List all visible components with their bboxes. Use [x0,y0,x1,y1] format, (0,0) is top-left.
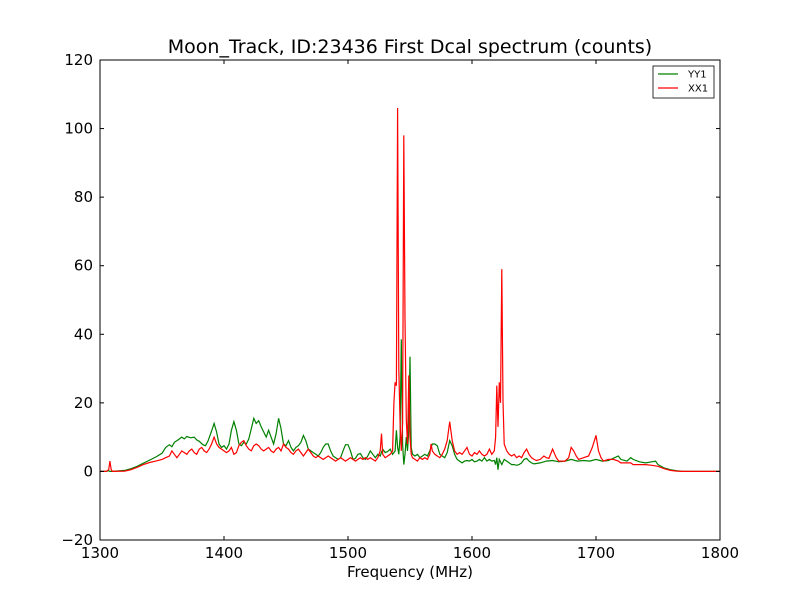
x-tick-label: 1600 [453,544,491,562]
chart-title: Moon_Track, ID:23436 First Dcal spectrum… [168,36,652,58]
y-tick-label: 20 [74,394,93,412]
legend-box [652,65,715,99]
series-line-yy1 [100,339,720,472]
x-tick-label: 1500 [329,544,367,562]
y-tick-label: 60 [74,257,93,275]
x-tick-label: 1400 [205,544,243,562]
x-tick-label: 1300 [81,544,119,562]
x-tick-label: 1700 [577,544,615,562]
x-axis-label: Frequency (MHz) [347,563,473,581]
series-line-xx1 [100,107,720,473]
y-tick-label: 100 [64,120,93,138]
plot-area: 1300 1400 1500 1600 1700 1800 −20 0 20 40 60 80 100 1… [61,51,739,562]
legend-label-yy1: YY1 [687,70,707,81]
y-tick-label: −20 [61,531,93,549]
legend-label-xx1: XX1 [688,84,708,95]
plot-frame [99,59,721,541]
x-tick-label: 1800 [701,544,739,562]
y-tick-label: 40 [74,325,93,343]
y-tick-label: 0 [83,462,93,480]
y-tick-label: 120 [64,51,93,69]
y-tick-label: 80 [74,188,93,206]
